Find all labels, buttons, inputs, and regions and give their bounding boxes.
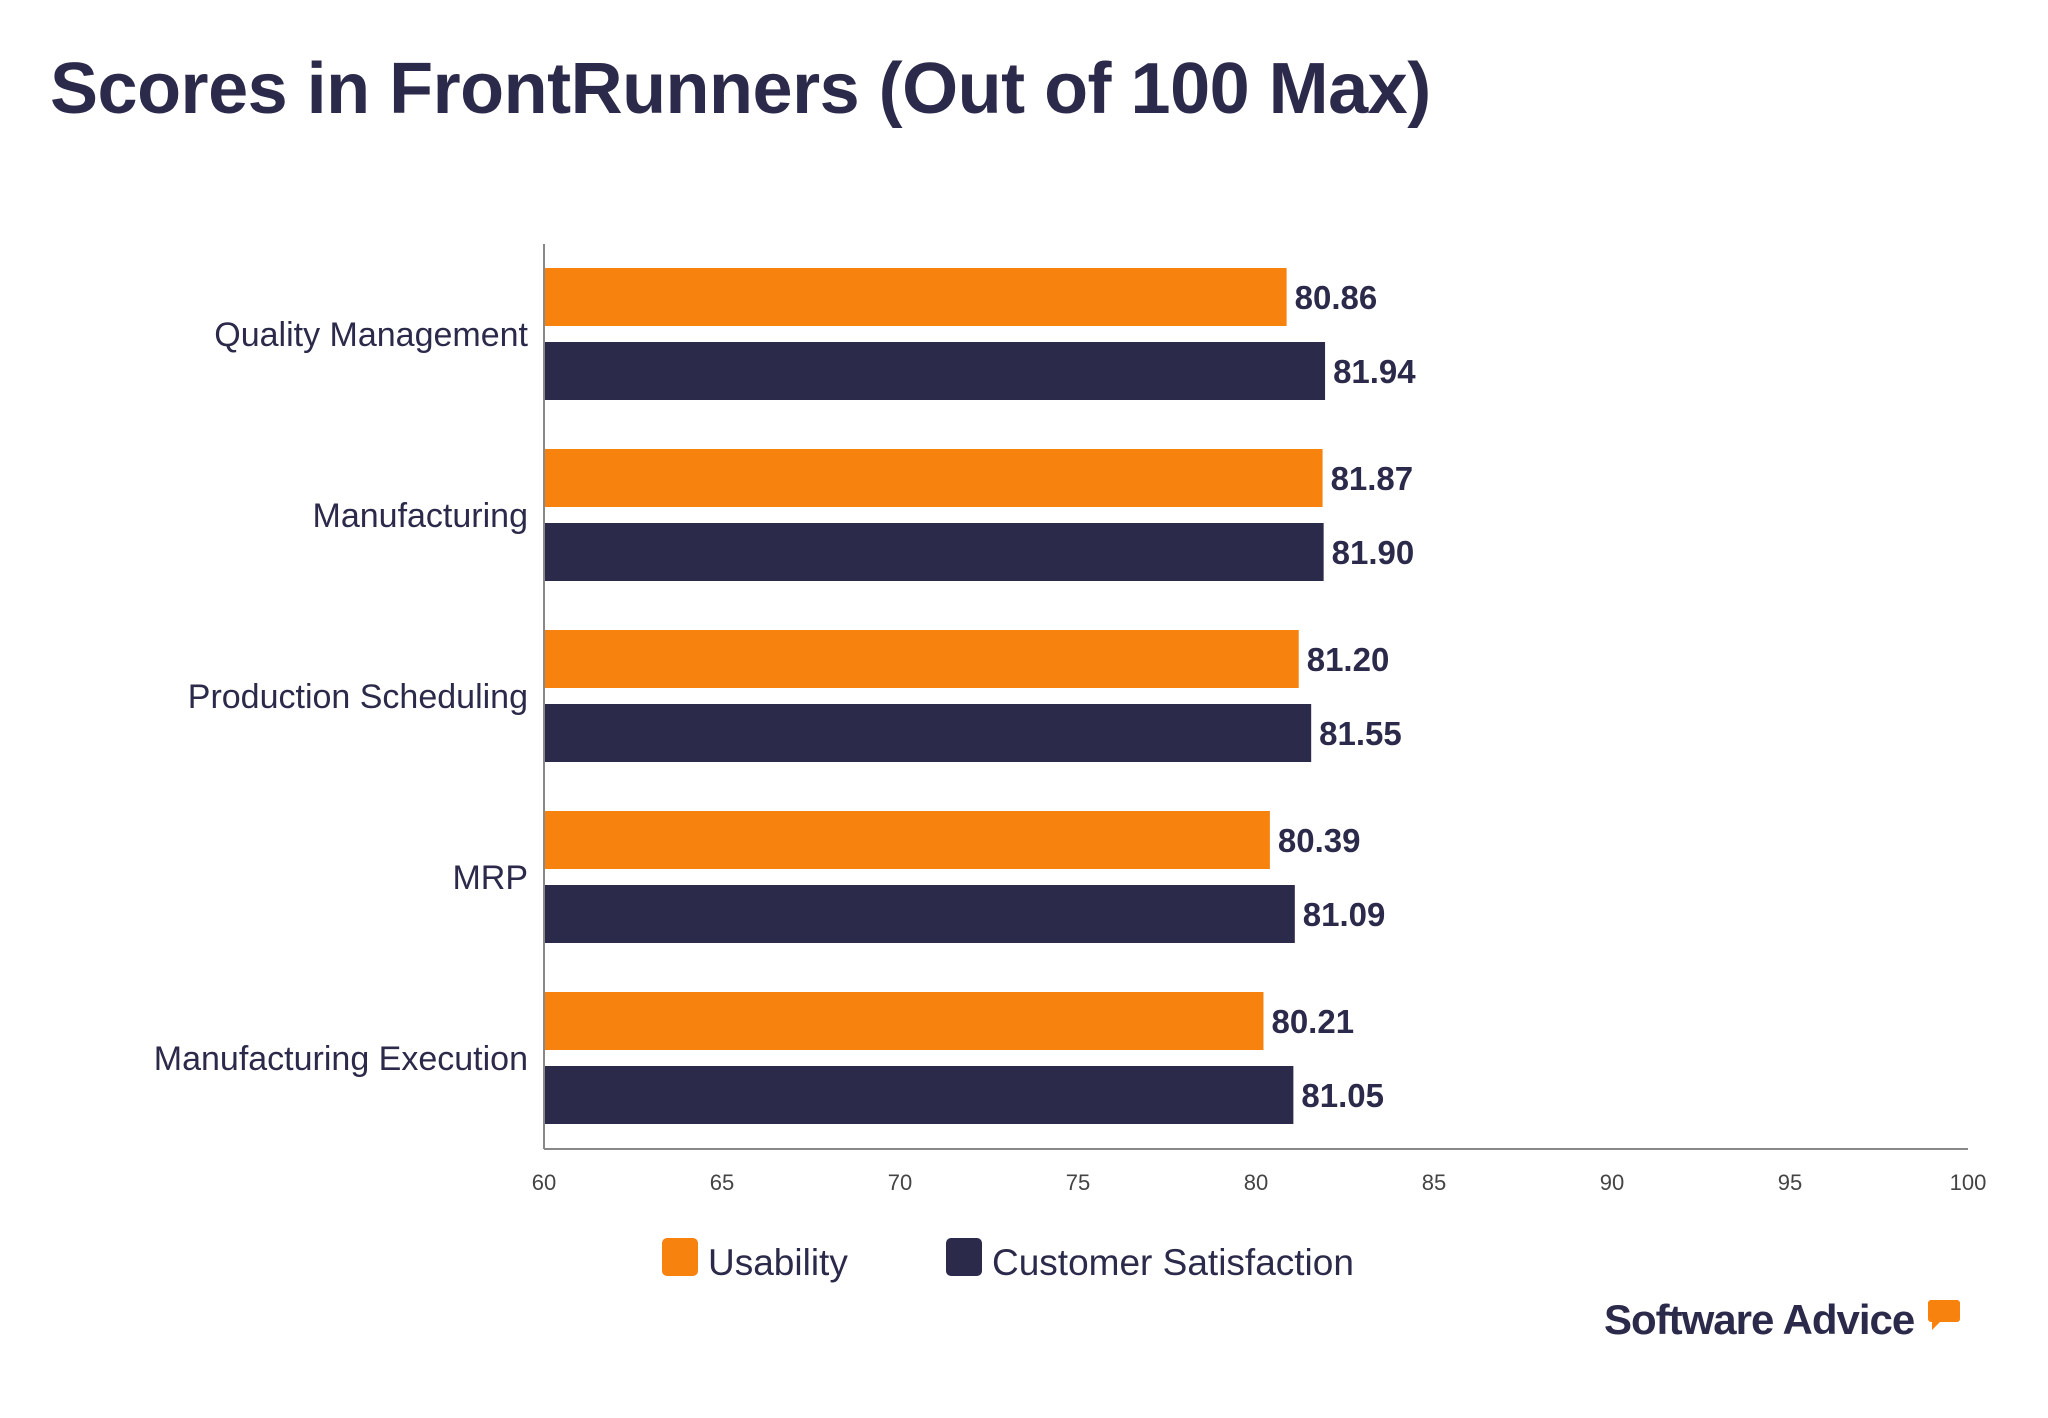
data-label: 80.86 — [1295, 279, 1378, 316]
x-tick-label: 70 — [888, 1170, 912, 1195]
legend-swatch — [946, 1238, 982, 1276]
x-tick-label: 65 — [710, 1170, 734, 1195]
x-tick-label: 80 — [1244, 1170, 1268, 1195]
bar-customer-satisfaction — [545, 704, 1312, 762]
bar-customer-satisfaction — [545, 523, 1324, 581]
bar-customer-satisfaction — [545, 1066, 1294, 1124]
software-advice-logo: Software Advice — [1604, 1296, 1915, 1343]
data-label: 81.20 — [1307, 641, 1390, 678]
category-label: Production Scheduling — [188, 678, 528, 716]
legend-label: Customer Satisfaction — [992, 1242, 1354, 1283]
x-tick-label: 60 — [532, 1170, 556, 1195]
data-label: 81.05 — [1301, 1077, 1384, 1114]
bar-usability — [545, 268, 1287, 326]
x-tick-label: 85 — [1422, 1170, 1446, 1195]
data-label: 81.55 — [1319, 715, 1402, 752]
category-label: MRP — [452, 859, 528, 897]
category-label: Quality Management — [214, 316, 528, 354]
x-tick-label: 75 — [1066, 1170, 1090, 1195]
x-tick-label: 95 — [1778, 1170, 1802, 1195]
category-label: Manufacturing Execution — [154, 1040, 528, 1078]
data-label: 81.94 — [1333, 353, 1416, 390]
bar-customer-satisfaction — [545, 342, 1326, 400]
data-label: 81.90 — [1332, 534, 1415, 571]
legend-swatch — [662, 1238, 698, 1276]
bar-customer-satisfaction — [545, 885, 1295, 943]
bar-usability — [545, 630, 1299, 688]
legend-label: Usability — [708, 1242, 848, 1283]
data-label: 81.09 — [1303, 896, 1386, 933]
chart-title: Scores in FrontRunners (Out of 100 Max) — [50, 49, 1431, 129]
category-label: Manufacturing — [313, 497, 528, 535]
speech-bubble-icon — [1928, 1300, 1960, 1330]
x-tick-label: 90 — [1600, 1170, 1624, 1195]
x-tick-label: 100 — [1950, 1170, 1987, 1195]
data-label: 81.87 — [1331, 460, 1414, 497]
bar-usability — [545, 449, 1323, 507]
bar-usability — [545, 992, 1264, 1050]
data-label: 80.39 — [1278, 822, 1361, 859]
bar-usability — [545, 811, 1270, 869]
data-label: 80.21 — [1271, 1003, 1354, 1040]
